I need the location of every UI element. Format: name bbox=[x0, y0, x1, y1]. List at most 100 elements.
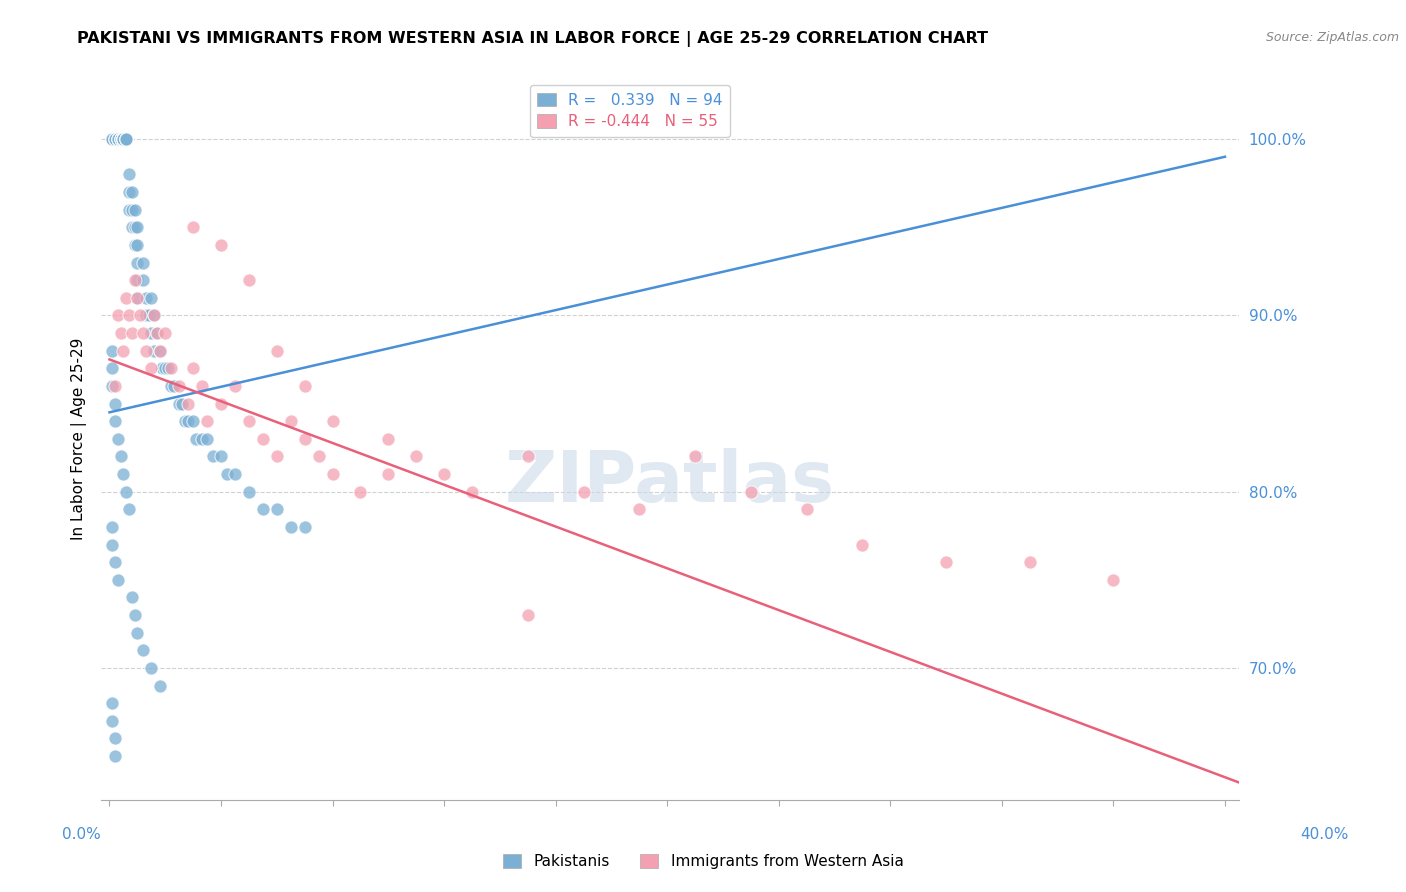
Point bbox=[115, 132, 138, 146]
Point bbox=[683, 450, 706, 464]
Point bbox=[104, 132, 127, 146]
Point bbox=[101, 714, 124, 728]
Point bbox=[851, 537, 873, 551]
Point bbox=[107, 132, 129, 146]
Point bbox=[195, 432, 218, 446]
Point bbox=[170, 396, 193, 410]
Point bbox=[294, 432, 316, 446]
Point bbox=[135, 309, 157, 323]
Point bbox=[118, 502, 141, 516]
Point bbox=[176, 396, 198, 410]
Point bbox=[280, 520, 302, 534]
Point bbox=[101, 520, 124, 534]
Point bbox=[112, 132, 135, 146]
Point bbox=[115, 291, 138, 305]
Point bbox=[127, 220, 149, 235]
Point bbox=[107, 573, 129, 587]
Point bbox=[1102, 573, 1125, 587]
Point bbox=[141, 361, 163, 376]
Point bbox=[572, 484, 595, 499]
Point bbox=[181, 414, 204, 428]
Point bbox=[160, 361, 183, 376]
Point bbox=[176, 414, 198, 428]
Point bbox=[209, 450, 232, 464]
Point bbox=[107, 132, 129, 146]
Point bbox=[461, 484, 484, 499]
Point bbox=[181, 361, 204, 376]
Point bbox=[184, 432, 207, 446]
Point bbox=[181, 220, 204, 235]
Point bbox=[516, 607, 538, 622]
Point bbox=[135, 343, 157, 358]
Point bbox=[121, 185, 143, 199]
Point bbox=[127, 238, 149, 252]
Point bbox=[143, 309, 166, 323]
Point bbox=[104, 414, 127, 428]
Point bbox=[110, 450, 132, 464]
Point bbox=[104, 132, 127, 146]
Point bbox=[195, 414, 218, 428]
Point bbox=[433, 467, 456, 481]
Point bbox=[322, 414, 344, 428]
Point bbox=[209, 238, 232, 252]
Point bbox=[377, 432, 399, 446]
Point bbox=[112, 132, 135, 146]
Point bbox=[143, 309, 166, 323]
Text: 40.0%: 40.0% bbox=[1301, 827, 1348, 841]
Text: PAKISTANI VS IMMIGRANTS FROM WESTERN ASIA IN LABOR FORCE | AGE 25-29 CORRELATION: PAKISTANI VS IMMIGRANTS FROM WESTERN ASI… bbox=[77, 31, 988, 47]
Point bbox=[157, 361, 180, 376]
Point bbox=[132, 273, 155, 287]
Point bbox=[516, 450, 538, 464]
Point bbox=[112, 132, 135, 146]
Point bbox=[294, 379, 316, 393]
Point bbox=[224, 379, 246, 393]
Point bbox=[215, 467, 238, 481]
Point bbox=[110, 132, 132, 146]
Point bbox=[101, 537, 124, 551]
Point bbox=[132, 255, 155, 269]
Point bbox=[115, 132, 138, 146]
Point bbox=[294, 520, 316, 534]
Point bbox=[124, 202, 146, 217]
Point bbox=[127, 291, 149, 305]
Point bbox=[238, 484, 260, 499]
Point bbox=[101, 379, 124, 393]
Text: 0.0%: 0.0% bbox=[62, 827, 101, 841]
Point bbox=[110, 132, 132, 146]
Point bbox=[104, 132, 127, 146]
Point bbox=[110, 132, 132, 146]
Point bbox=[101, 132, 124, 146]
Point bbox=[266, 450, 288, 464]
Point bbox=[209, 396, 232, 410]
Point bbox=[160, 379, 183, 393]
Point bbox=[252, 502, 274, 516]
Point bbox=[796, 502, 818, 516]
Point bbox=[112, 132, 135, 146]
Point bbox=[129, 309, 152, 323]
Point bbox=[107, 132, 129, 146]
Point bbox=[127, 273, 149, 287]
Point bbox=[127, 291, 149, 305]
Point bbox=[146, 326, 169, 340]
Point bbox=[628, 502, 651, 516]
Point bbox=[101, 361, 124, 376]
Point bbox=[141, 661, 163, 675]
Point bbox=[308, 450, 330, 464]
Point bbox=[149, 343, 172, 358]
Point bbox=[101, 132, 124, 146]
Legend: R =   0.339   N = 94, R = -0.444   N = 55: R = 0.339 N = 94, R = -0.444 N = 55 bbox=[530, 85, 730, 136]
Point bbox=[101, 696, 124, 710]
Y-axis label: In Labor Force | Age 25-29: In Labor Force | Age 25-29 bbox=[72, 337, 87, 540]
Point bbox=[127, 255, 149, 269]
Point bbox=[141, 291, 163, 305]
Point bbox=[141, 326, 163, 340]
Point bbox=[115, 484, 138, 499]
Point bbox=[127, 625, 149, 640]
Point bbox=[162, 379, 184, 393]
Point bbox=[118, 185, 141, 199]
Point bbox=[377, 467, 399, 481]
Point bbox=[107, 132, 129, 146]
Point bbox=[104, 396, 127, 410]
Point bbox=[107, 309, 129, 323]
Point bbox=[152, 361, 174, 376]
